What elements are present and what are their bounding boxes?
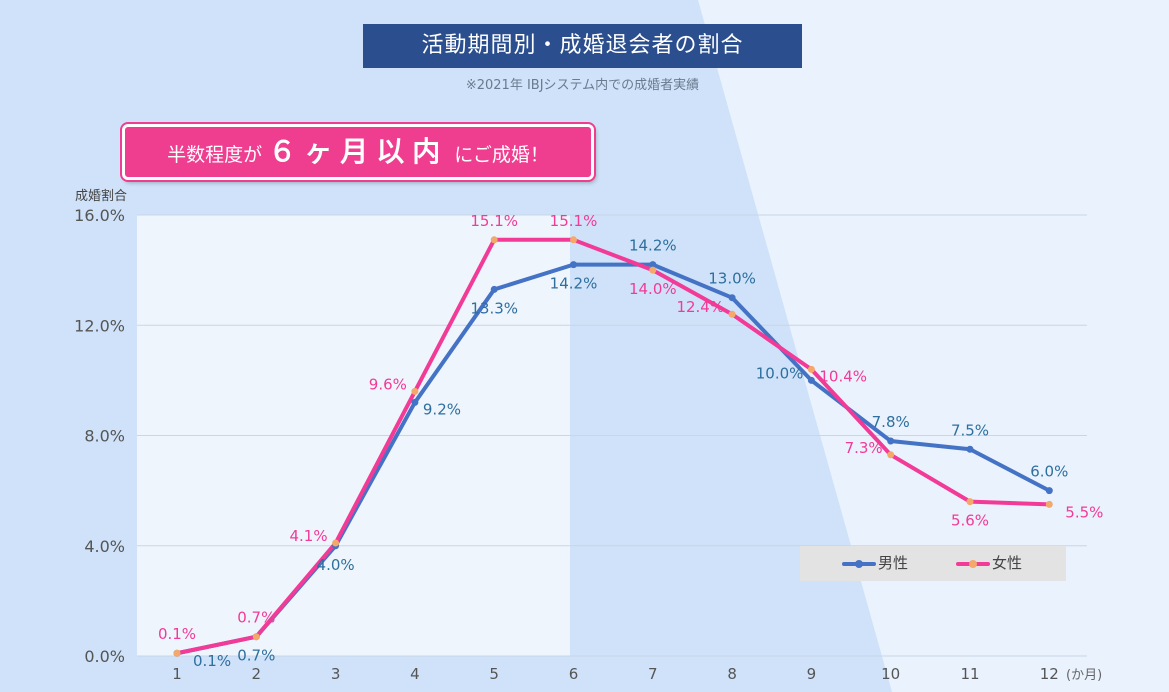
x-tick-label: 7 [648, 665, 658, 683]
legend: 男性 女性 [800, 546, 1066, 581]
data-point-female [411, 387, 419, 395]
data-labels: 0.1% 0.7% 4.0% 9.2% 13.3% 14.2% 14.2% 13.0% 10.0… [158, 212, 1103, 670]
data-point-male [570, 261, 577, 269]
callout-banner: 半数程度が ６ヶ月以内 にご成婚！ [122, 124, 594, 180]
data-label-male: 13.0% [708, 270, 756, 288]
legend-item-female: 女性 [956, 546, 1022, 581]
data-point-male [411, 398, 419, 406]
y-tick-label: 0.0% [84, 647, 125, 666]
legend-male-label: 男性 [878, 554, 909, 572]
y-axis-label: 成婚割合 [75, 188, 127, 204]
data-point-female [649, 266, 657, 274]
data-label-male: 9.2% [423, 400, 461, 418]
data-label-female: 12.4% [676, 298, 724, 316]
x-tick-label: 11 [960, 665, 979, 683]
data-label-female: 15.1% [550, 212, 598, 230]
series-lines [175, 237, 1052, 656]
x-tick-label: 10 [881, 665, 900, 683]
x-tick-label: 9 [807, 665, 817, 683]
callout-post: にご成婚！ [454, 144, 549, 166]
series-line-female [175, 237, 1052, 656]
legend-female-dot [969, 560, 977, 568]
y-tick-label: 8.0% [84, 427, 125, 446]
x-tick-label: 2 [252, 665, 262, 683]
data-label-female: 7.3% [845, 439, 883, 457]
data-point-female [252, 633, 260, 641]
data-point-female [490, 236, 498, 244]
data-label-male: 0.1% [193, 652, 231, 670]
legend-item-male: 男性 [842, 546, 908, 581]
x-tick-label: 8 [727, 665, 737, 683]
data-label-male: 4.0% [317, 556, 355, 574]
data-label-female: 0.7% [237, 609, 275, 627]
data-label-female: 14.0% [629, 280, 677, 298]
series-points [173, 236, 1053, 657]
x-tick-label: 3 [331, 665, 341, 683]
data-point-male [807, 376, 815, 384]
data-point-female [887, 451, 895, 459]
legend-male-dot [855, 560, 863, 568]
x-tick-labels: 1 2 3 4 5 6 7 8 9 10 11 12 [172, 665, 1059, 683]
data-label-male: 6.0% [1030, 463, 1068, 481]
callout-pre: 半数程度が [167, 144, 263, 166]
y-tick-label: 16.0% [74, 206, 125, 225]
data-label-female: 10.4% [819, 367, 867, 385]
x-tick-label: 1 [172, 665, 182, 683]
data-label-female: 5.5% [1065, 503, 1103, 521]
legend-female-label: 女性 [992, 554, 1023, 572]
x-tick-label: 4 [410, 665, 420, 683]
chart-note: ※2021年 IBJシステム内での成婚者実績 [465, 78, 700, 93]
data-label-male: 10.0% [756, 364, 804, 382]
data-point-male [887, 437, 895, 445]
x-tick-label: 12 [1040, 665, 1059, 683]
callout-highlight: ６ヶ月以内 [268, 135, 449, 168]
data-label-female: 4.1% [289, 527, 327, 545]
series-line-male [175, 262, 1052, 656]
data-point-female [966, 498, 974, 506]
data-label-female: 9.6% [369, 375, 407, 393]
data-point-female [807, 365, 815, 373]
data-point-male [649, 261, 657, 269]
x-tick-label: 5 [489, 665, 499, 683]
data-label-male: 14.2% [550, 275, 598, 293]
data-point-female [570, 236, 577, 244]
data-label-female: 5.6% [951, 512, 989, 530]
data-point-female [332, 539, 340, 547]
data-label-male: 13.3% [470, 299, 518, 317]
gridlines [137, 214, 1087, 657]
data-point-female [1045, 500, 1053, 508]
y-tick-label: 12.0% [74, 316, 125, 335]
data-label-female: 0.1% [158, 625, 196, 643]
data-point-female [173, 649, 181, 657]
data-point-male [490, 285, 498, 293]
data-point-male [728, 294, 736, 302]
x-tick-label: 6 [569, 665, 579, 683]
data-label-male: 7.5% [951, 421, 989, 439]
data-label-male: 0.7% [237, 647, 275, 665]
data-label-male: 7.8% [872, 413, 910, 431]
data-label-male: 14.2% [629, 237, 677, 255]
x-axis-unit: (か月) [1066, 668, 1102, 683]
data-label-female: 15.1% [470, 212, 518, 230]
y-tick-labels: 0.0% 4.0% 8.0% 12.0% 16.0% [74, 206, 125, 666]
data-point-male [1045, 487, 1053, 495]
data-point-male [966, 445, 974, 453]
y-tick-label: 4.0% [84, 537, 125, 556]
data-point-female [728, 310, 736, 318]
chart-title: 活動期間別・成婚退会者の割合 [363, 24, 802, 68]
